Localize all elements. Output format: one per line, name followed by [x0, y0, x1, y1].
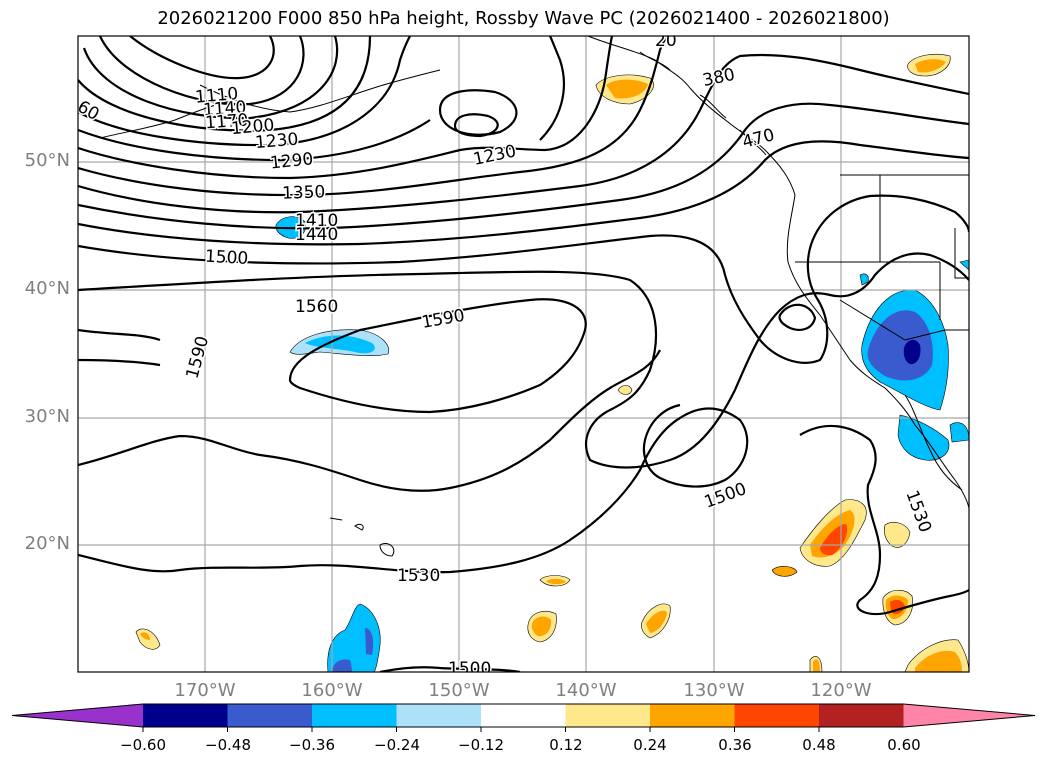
lat-label-50n: 50°N — [24, 150, 70, 171]
colorbar-bin — [227, 704, 313, 727]
colorbar-extend-high — [903, 704, 1035, 727]
colorbar-bin — [396, 704, 482, 727]
colorbar-bin — [143, 704, 228, 727]
contour-label: 1560 — [295, 297, 338, 317]
colorbar-bin — [734, 704, 820, 727]
lon-label-170w: 170°W — [174, 680, 236, 701]
colorbar-tick: −0.12 — [458, 736, 504, 754]
colorbar-bin — [312, 704, 397, 727]
colorbar-extend-low — [12, 704, 143, 727]
map-area: 1110 1140 1170 60 1200 1230 1290 1350 14… — [78, 31, 969, 679]
lon-label-140w: 140°W — [555, 680, 617, 701]
contour-label: 1350 — [282, 182, 326, 203]
lon-label-160w: 160°W — [301, 680, 363, 701]
contour-label: 20 — [655, 31, 677, 51]
contour-label: 1230 — [254, 129, 299, 153]
colorbar-tick: 0.36 — [718, 736, 752, 754]
coastlines — [99, 36, 969, 557]
colorbar-bin — [481, 704, 566, 727]
colorbar-tick: 0.48 — [802, 736, 836, 754]
contour-label: 1410 — [295, 211, 338, 231]
colorbar — [11, 703, 1036, 732]
lat-label-20n: 20°N — [24, 533, 70, 554]
height-contours — [78, 36, 969, 672]
colorbar-tick: 0.12 — [549, 736, 583, 754]
colorbar-tick: 0.24 — [633, 736, 667, 754]
colorbar-bin — [650, 704, 735, 727]
colorbar-bin — [565, 704, 651, 727]
gridlines — [78, 36, 969, 672]
map-title: 2026021200 F000 850 hPa height, Rossby W… — [157, 8, 890, 29]
colorbar-tick: −0.48 — [205, 736, 251, 754]
anomaly-shading — [135, 53, 969, 672]
lat-label-30n: 30°N — [24, 406, 70, 427]
contour-label: 1530 — [397, 566, 440, 586]
contour-label: 1500 — [448, 659, 491, 679]
contour-label: 1140 — [202, 98, 247, 121]
contour-label: 1170 — [204, 110, 249, 133]
contour-label: 1440 — [295, 225, 338, 245]
lon-label-120w: 120°W — [810, 680, 872, 701]
lon-label-150w: 150°W — [428, 680, 490, 701]
map-frame — [77, 35, 970, 673]
contour-label: 1500 — [204, 247, 248, 269]
colorbar-tick: −0.36 — [289, 736, 335, 754]
lon-label-130w: 130°W — [683, 680, 745, 701]
lat-label-40n: 40°N — [24, 278, 70, 299]
colorbar-tick: −0.60 — [120, 736, 166, 754]
colorbar-bin — [819, 704, 904, 727]
colorbar-tick: 0.60 — [887, 736, 921, 754]
colorbar-tick: −0.24 — [374, 736, 420, 754]
